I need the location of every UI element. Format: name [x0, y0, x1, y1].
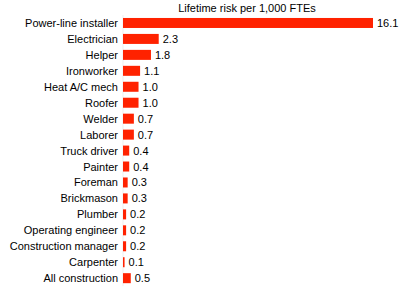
bar: [123, 225, 126, 235]
bar: [123, 66, 140, 76]
chart-svg: Lifetime risk per 1,000 FTEs Power-line i…: [0, 0, 405, 294]
category-label: Construction manager: [10, 240, 119, 252]
bar: [123, 50, 151, 60]
bar: [123, 18, 373, 28]
data-label: 0.7: [138, 113, 153, 125]
bar: [123, 34, 159, 44]
data-label: 0.3: [132, 192, 147, 204]
data-label: 1.1: [144, 65, 159, 77]
data-label: 0.4: [133, 161, 148, 173]
bar: [123, 177, 128, 187]
data-label: 0.2: [130, 224, 145, 236]
category-label: Brickmason: [61, 192, 118, 204]
data-label: 2.3: [163, 33, 178, 45]
bar: [123, 114, 134, 124]
bar: [123, 257, 125, 267]
bar: [123, 273, 131, 283]
bar: [123, 130, 134, 140]
data-label: 1.0: [143, 97, 158, 109]
category-label: Power-line installer: [25, 17, 118, 29]
category-label: Heat A/C mech: [44, 81, 118, 93]
category-label: Operating engineer: [24, 224, 119, 236]
bar: [123, 82, 139, 92]
category-label: Helper: [86, 49, 119, 61]
category-label: Carpenter: [69, 256, 118, 268]
data-label: 0.2: [130, 208, 145, 220]
bar: [123, 146, 129, 156]
bar: [123, 98, 139, 108]
data-label: 1.8: [155, 49, 170, 61]
category-label: Painter: [83, 161, 118, 173]
data-label: 0.1: [129, 256, 144, 268]
chart-title: Lifetime risk per 1,000 FTEs: [178, 2, 316, 14]
bar: [123, 162, 129, 172]
data-label: 0.5: [135, 272, 150, 284]
category-label: Laborer: [80, 129, 118, 141]
category-label: Truck driver: [60, 145, 118, 157]
bar: [123, 193, 128, 203]
bar: [123, 241, 126, 251]
bar: [123, 209, 126, 219]
category-label: Welder: [83, 113, 118, 125]
data-label: 16.1: [377, 17, 398, 29]
category-label: Ironworker: [66, 65, 118, 77]
data-label: 0.7: [138, 129, 153, 141]
data-label: 1.0: [143, 81, 158, 93]
category-label: Foreman: [74, 176, 118, 188]
data-label: 0.2: [130, 240, 145, 252]
data-label: 0.4: [133, 145, 148, 157]
chart-container: Lifetime risk per 1,000 FTEs Power-line i…: [0, 0, 405, 294]
data-label: 0.3: [132, 176, 147, 188]
bars: [123, 18, 373, 283]
category-label: Roofer: [85, 97, 118, 109]
category-label: All construction: [43, 272, 118, 284]
category-label: Electrician: [67, 33, 118, 45]
category-label: Plumber: [77, 208, 118, 220]
